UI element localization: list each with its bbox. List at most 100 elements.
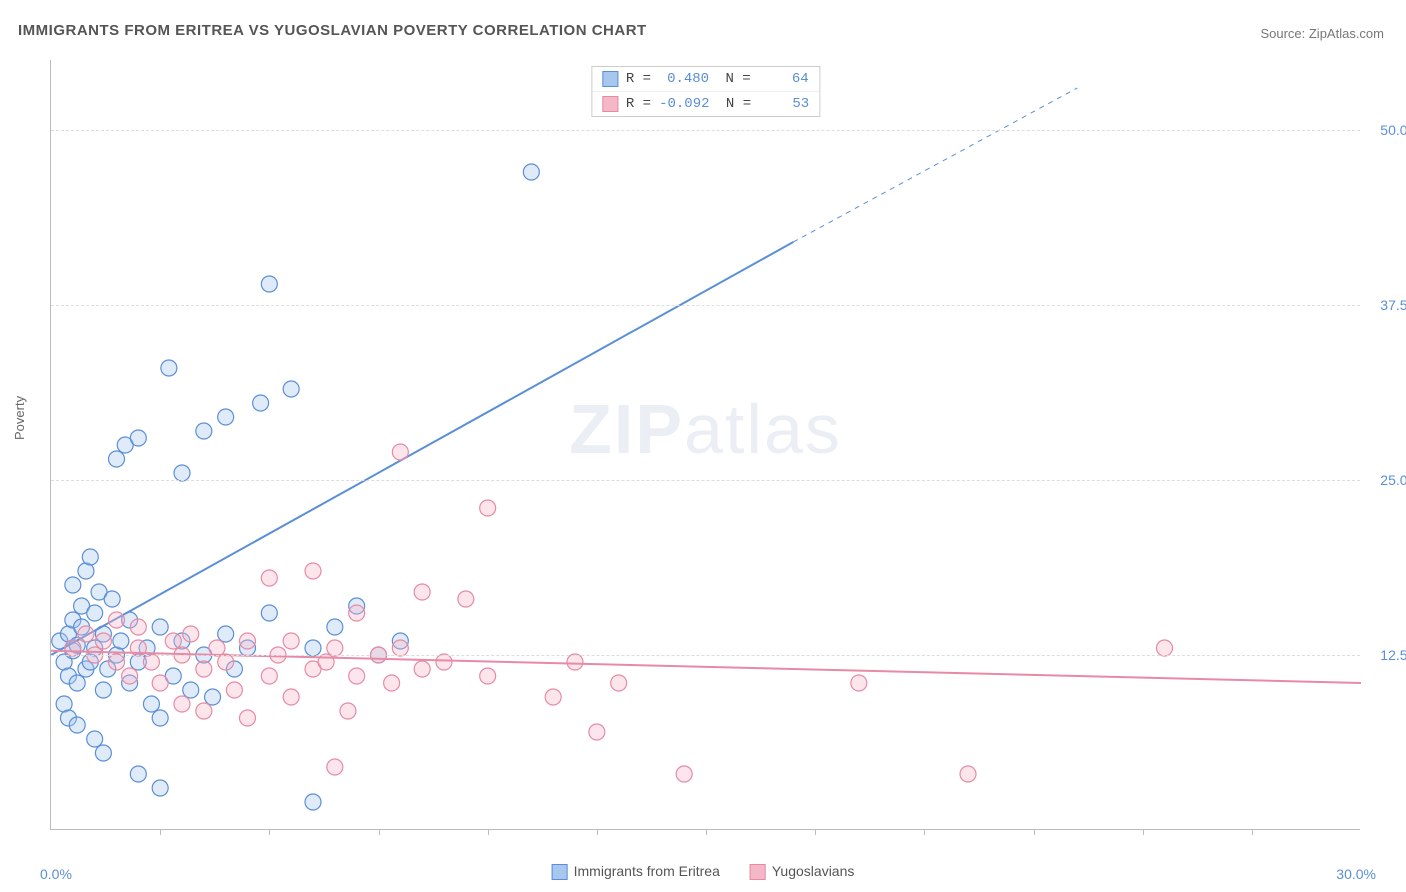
scatter-point [392, 640, 408, 656]
scatter-point [458, 591, 474, 607]
scatter-point [65, 577, 81, 593]
scatter-point [69, 675, 85, 691]
scatter-point [327, 640, 343, 656]
scatter-point [414, 661, 430, 677]
scatter-point [523, 164, 539, 180]
source-attribution: Source: ZipAtlas.com [1260, 26, 1384, 41]
x-axis-min-label: 0.0% [40, 866, 72, 882]
gridline [51, 655, 1360, 656]
x-axis-max-label: 30.0% [1336, 866, 1376, 882]
source-link[interactable]: ZipAtlas.com [1309, 26, 1384, 41]
scatter-point [436, 654, 452, 670]
scatter-point [253, 395, 269, 411]
x-tick [488, 829, 489, 835]
scatter-point [589, 724, 605, 740]
legend-stats-row: R = 0.480 N = 64 [592, 67, 819, 91]
scatter-point [1157, 640, 1173, 656]
scatter-point [318, 654, 334, 670]
legend-r-value: 0.480 [659, 71, 709, 87]
legend-bottom: Immigrants from Eritrea Yugoslavians [552, 863, 855, 880]
x-tick [1143, 829, 1144, 835]
scatter-point [109, 451, 125, 467]
scatter-point [384, 675, 400, 691]
x-tick [924, 829, 925, 835]
x-tick [1034, 829, 1035, 835]
scatter-point [480, 668, 496, 684]
legend-swatch-icon [602, 71, 618, 87]
scatter-point [174, 465, 190, 481]
y-tick-label: 12.5% [1380, 647, 1406, 663]
scatter-point [261, 605, 277, 621]
y-tick-label: 25.0% [1380, 472, 1406, 488]
scatter-point [261, 276, 277, 292]
scatter-point [152, 675, 168, 691]
scatter-point [327, 619, 343, 635]
scatter-point [567, 654, 583, 670]
scatter-point [218, 626, 234, 642]
legend-swatch-icon [602, 96, 618, 112]
plot-area: ZIPatlas R = 0.480 N = 64 R = -0.092 N =… [50, 60, 1360, 830]
legend-r-value: -0.092 [659, 96, 709, 112]
scatter-point [152, 780, 168, 796]
legend-swatch-icon [750, 864, 766, 880]
scatter-point [152, 619, 168, 635]
scatter-point [340, 703, 356, 719]
source-prefix: Source: [1260, 26, 1308, 41]
scatter-point [95, 682, 111, 698]
chart-title: IMMIGRANTS FROM ERITREA VS YUGOSLAVIAN P… [18, 22, 647, 39]
scatter-point [205, 689, 221, 705]
scatter-point [327, 759, 343, 775]
scatter-point [130, 619, 146, 635]
legend-stats-row: R = -0.092 N = 53 [592, 91, 819, 116]
scatter-point [161, 360, 177, 376]
legend-r-label: R = [626, 71, 651, 87]
scatter-point [104, 591, 120, 607]
scatter-point [283, 633, 299, 649]
scatter-point [226, 682, 242, 698]
scatter-point [392, 444, 408, 460]
scatter-point [196, 423, 212, 439]
legend-r-label: R = [626, 96, 651, 112]
scatter-point [305, 563, 321, 579]
scatter-point [109, 654, 125, 670]
scatter-point [218, 654, 234, 670]
scatter-point [611, 675, 627, 691]
y-tick-label: 37.5% [1380, 297, 1406, 313]
scatter-point [305, 794, 321, 810]
scatter-point [209, 640, 225, 656]
scatter-point [218, 409, 234, 425]
legend-label: Immigrants from Eritrea [574, 863, 720, 879]
y-tick-label: 50.0% [1380, 122, 1406, 138]
scatter-point [480, 500, 496, 516]
scatter-point [113, 633, 129, 649]
scatter-point [87, 731, 103, 747]
scatter-point [261, 668, 277, 684]
scatter-point [545, 689, 561, 705]
legend-n-value: 64 [759, 71, 809, 87]
x-tick [379, 829, 380, 835]
legend-item: Yugoslavians [750, 863, 855, 880]
scatter-point [240, 710, 256, 726]
x-tick [1252, 829, 1253, 835]
scatter-point [349, 668, 365, 684]
scatter-point [165, 633, 181, 649]
scatter-point [65, 640, 81, 656]
scatter-point [261, 570, 277, 586]
legend-n-value: 53 [759, 96, 809, 112]
x-tick [269, 829, 270, 835]
scatter-point [122, 668, 138, 684]
chart-svg [51, 60, 1360, 829]
legend-swatch-icon [552, 864, 568, 880]
scatter-point [183, 626, 199, 642]
x-tick [815, 829, 816, 835]
scatter-point [174, 696, 190, 712]
scatter-point [283, 381, 299, 397]
scatter-point [676, 766, 692, 782]
scatter-point [349, 605, 365, 621]
gridline [51, 480, 1360, 481]
scatter-point [414, 584, 430, 600]
scatter-point [240, 633, 256, 649]
x-tick [706, 829, 707, 835]
legend-n-label: N = [717, 71, 751, 87]
legend-label: Yugoslavians [772, 863, 855, 879]
